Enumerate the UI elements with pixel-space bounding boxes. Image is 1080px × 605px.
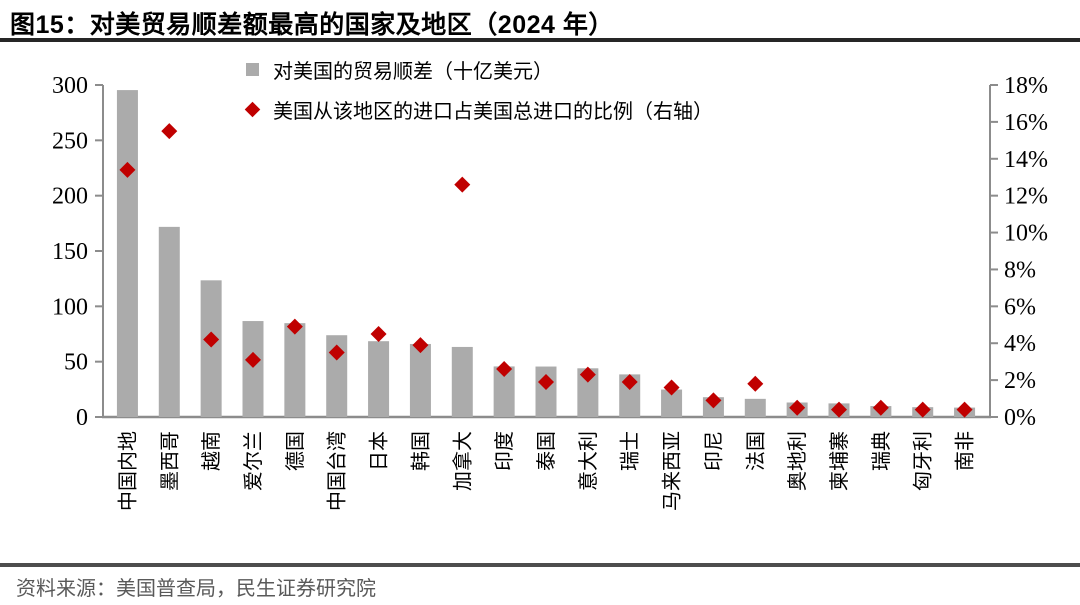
bar-越南 bbox=[200, 280, 222, 417]
bar-马来西亚 bbox=[661, 389, 683, 417]
marker-瑞士 bbox=[621, 373, 638, 390]
marker-柬埔寨 bbox=[831, 401, 847, 418]
marker-印尼 bbox=[705, 392, 722, 409]
x-axis-label-韩国: 韩国 bbox=[409, 431, 432, 471]
left-axis-tick-label: 0 bbox=[76, 405, 88, 431]
bar-墨西哥 bbox=[158, 226, 180, 417]
bar-德国 bbox=[284, 323, 306, 417]
marker-瑞典 bbox=[872, 399, 889, 416]
x-axis-label-中国台湾: 中国台湾 bbox=[326, 431, 349, 511]
right-axis-tick-label: 8% bbox=[1004, 257, 1036, 283]
right-axis-tick-label: 18% bbox=[1004, 73, 1048, 99]
title-divider bbox=[0, 38, 1080, 42]
x-axis-label-柬埔寨: 柬埔寨 bbox=[828, 431, 851, 491]
bar-意大利 bbox=[577, 368, 599, 417]
legend-label-diamond-series: 美国从该地区的进口占美国总进口的比例（右轴） bbox=[273, 100, 713, 123]
x-axis-label-印尼: 印尼 bbox=[702, 431, 725, 471]
x-axis-label-德国: 德国 bbox=[284, 431, 307, 471]
right-axis-tick-label: 16% bbox=[1004, 110, 1048, 136]
marker-法国 bbox=[747, 375, 764, 392]
right-axis-tick-label: 14% bbox=[1004, 147, 1048, 173]
left-axis-tick-label: 200 bbox=[52, 184, 88, 210]
x-axis-label-爱尔兰: 爱尔兰 bbox=[242, 431, 265, 491]
x-axis-label-匈牙利: 匈牙利 bbox=[912, 431, 935, 491]
left-axis-tick-label: 100 bbox=[52, 294, 88, 320]
left-axis-tick-label: 300 bbox=[52, 73, 88, 99]
bar-swatch-icon bbox=[246, 62, 259, 76]
x-axis-label-日本: 日本 bbox=[368, 431, 391, 471]
marker-意大利 bbox=[579, 366, 596, 383]
right-axis-tick-label: 10% bbox=[1004, 221, 1048, 247]
marker-韩国 bbox=[412, 337, 429, 354]
bar-韩国 bbox=[409, 343, 431, 417]
marker-马来西亚 bbox=[663, 379, 680, 396]
right-axis-tick-label: 4% bbox=[1004, 331, 1036, 357]
bar-印度 bbox=[493, 366, 515, 417]
diamond-swatch-icon bbox=[244, 101, 261, 117]
marker-中国内地 bbox=[119, 161, 136, 178]
marker-印度 bbox=[496, 361, 513, 378]
x-axis-label-瑞士: 瑞士 bbox=[619, 431, 642, 471]
x-axis-label-加拿大: 加拿大 bbox=[450, 431, 474, 491]
x-axis-label-中国内地: 中国内地 bbox=[116, 431, 139, 511]
bar-中国内地 bbox=[116, 90, 138, 417]
chart-legend: 对美国的贸易顺差（十亿美元） 美国从该地区的进口占美国总进口的比例（右轴） bbox=[244, 56, 713, 123]
x-axis-label-意大利: 意大利 bbox=[577, 431, 600, 491]
bar-爱尔兰 bbox=[242, 321, 264, 417]
marker-爱尔兰 bbox=[245, 351, 261, 368]
x-axis-label-法国: 法国 bbox=[744, 431, 767, 471]
bar-中国台湾 bbox=[326, 335, 348, 417]
x-axis-label-瑞典: 瑞典 bbox=[870, 431, 893, 471]
right-axis-tick-label: 12% bbox=[1004, 184, 1048, 210]
legend-item-bar-series: 对美国的贸易顺差（十亿美元） bbox=[246, 56, 713, 83]
bar-日本 bbox=[368, 341, 390, 417]
legend-label-bar-series: 对美国的贸易顺差（十亿美元） bbox=[273, 60, 553, 83]
legend-item-diamond-series: 美国从该地区的进口占美国总进口的比例（右轴） bbox=[244, 96, 713, 123]
left-axis-tick-label: 250 bbox=[52, 128, 88, 154]
x-axis-label-印度: 印度 bbox=[493, 431, 516, 471]
marker-南非 bbox=[956, 401, 973, 418]
bar-瑞士 bbox=[619, 374, 641, 417]
marker-日本 bbox=[370, 326, 387, 342]
x-axis-label-泰国: 泰国 bbox=[535, 431, 558, 471]
bar-加拿大 bbox=[451, 346, 473, 417]
marker-中国台湾 bbox=[328, 344, 345, 361]
left-axis-tick-label: 50 bbox=[64, 350, 88, 376]
marker-匈牙利 bbox=[914, 401, 931, 418]
bar-法国 bbox=[744, 398, 766, 417]
left-axis-tick-label: 150 bbox=[52, 239, 88, 265]
marker-奥地利 bbox=[789, 399, 806, 416]
marker-泰国 bbox=[538, 373, 554, 390]
marker-德国 bbox=[286, 318, 303, 335]
right-axis-tick-label: 6% bbox=[1004, 294, 1036, 320]
figure-title: 图15：对美贸易顺差额最高的国家及地区（2024 年） bbox=[10, 11, 614, 39]
x-axis-label-马来西亚: 马来西亚 bbox=[661, 431, 684, 511]
marker-墨西哥 bbox=[161, 123, 178, 140]
x-axis-label-墨西哥: 墨西哥 bbox=[159, 431, 181, 491]
right-axis-tick-label: 0% bbox=[1004, 405, 1036, 431]
x-axis-label-南非: 南非 bbox=[954, 431, 977, 471]
source-note: 资料来源：美国普查局，民生证券研究院 bbox=[16, 578, 376, 600]
right-axis-tick-label: 2% bbox=[1004, 368, 1036, 394]
bar-泰国 bbox=[535, 366, 557, 417]
bottom-divider bbox=[0, 563, 1080, 567]
x-axis-label-奥地利: 奥地利 bbox=[786, 431, 809, 491]
x-axis-label-越南: 越南 bbox=[200, 431, 223, 471]
marker-越南 bbox=[203, 331, 220, 348]
marker-加拿大 bbox=[454, 176, 471, 193]
